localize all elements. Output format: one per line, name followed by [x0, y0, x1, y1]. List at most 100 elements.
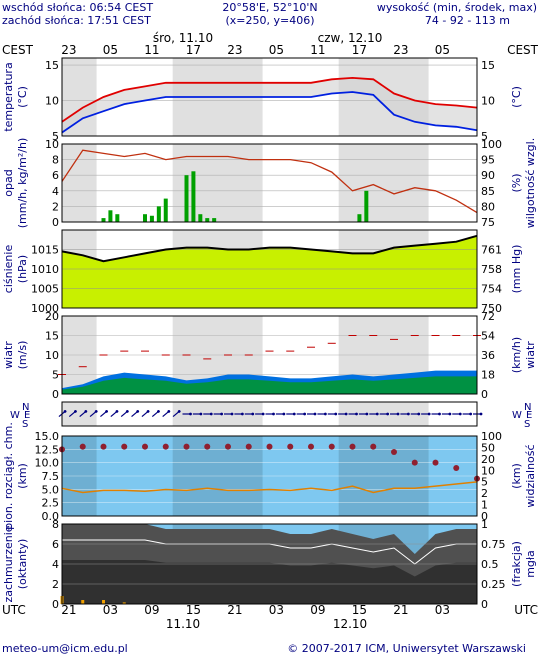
panel-frame	[61, 57, 478, 137]
precip-bar	[212, 218, 217, 222]
y-tick-label: 1000	[31, 302, 59, 315]
y-tick-label: 5.0	[42, 483, 60, 496]
bottom-hour-label: 21	[227, 603, 242, 617]
y-tick-label-right: 80	[481, 200, 495, 213]
y-tick-label-right: 20	[481, 453, 495, 466]
wind-arrow-head	[344, 412, 348, 416]
y-tick-label-right: 5	[481, 130, 488, 143]
compass-right-w: W	[512, 410, 522, 421]
cloud-top-point	[225, 443, 231, 450]
compass-left-w: W	[10, 410, 20, 421]
wind-arrow-head	[282, 412, 286, 416]
y-tick-label-right: 5	[481, 476, 488, 489]
cloud-top-point	[245, 443, 252, 450]
precip-bar	[163, 198, 168, 222]
wind-arrow-head	[167, 410, 171, 413]
y-tick-label-right: 0.25	[481, 578, 506, 591]
wind-arrow-head	[427, 412, 431, 416]
y-tick-label: 0	[52, 216, 59, 229]
bottom-hour-label: 03	[103, 603, 118, 617]
y-tick-label-right: 10	[481, 95, 495, 108]
top-hour-label: 23	[61, 43, 76, 57]
y-tick-label-right: 85	[481, 185, 495, 198]
panel-frame	[61, 315, 478, 395]
cloud-top-point	[328, 443, 335, 450]
sunrise-text: wschód słońca: 06:54 CEST	[2, 1, 153, 14]
wind-arrow-head	[157, 410, 160, 413]
y-tick-label-right: 36	[481, 349, 495, 362]
fog-ylabel-unit: (frakcja)	[510, 541, 523, 587]
y-tick-label: 8	[52, 154, 59, 167]
temp-ylabel-left-unit: (°C)	[16, 86, 29, 108]
y-tick-label-right: 1	[481, 518, 488, 531]
cloud-top-point	[266, 443, 273, 450]
precip-bar	[149, 215, 154, 222]
fog-bar	[122, 602, 126, 604]
cloud-top-point	[453, 465, 460, 471]
precip-bar	[364, 190, 369, 222]
y-tick-label-right: 72	[481, 310, 495, 323]
top-hour-label: 05	[103, 43, 118, 57]
grid-text: (x=250, y=406)	[225, 14, 314, 27]
visibility-line	[61, 481, 478, 494]
wind-ylabel-left: wiatr	[2, 341, 15, 369]
night-band	[338, 144, 429, 222]
wind-arrow-head	[230, 412, 234, 416]
y-tick-label: 5	[52, 369, 59, 382]
cloud-top-point	[411, 459, 418, 466]
wind-arrow-head	[272, 412, 275, 416]
wind-arrow-head	[406, 412, 410, 416]
precip-bar	[108, 210, 113, 222]
y-tick-label-right: 758	[481, 263, 502, 276]
temp-ylabel-left: temperatura	[2, 62, 15, 131]
temp-range-area	[62, 77, 477, 133]
y-tick-label-right: 100	[481, 430, 502, 443]
y-tick-label-right: 54	[481, 330, 495, 343]
wind-ylabel-right-unit: (km/h)	[510, 337, 523, 373]
wind-arrow-head	[84, 410, 88, 413]
wind-inner-area	[62, 376, 477, 394]
y-tick-label: 15.0	[35, 430, 60, 443]
pressure-ylabel-left-unit: (hPa)	[16, 255, 29, 283]
wind-arrow-head	[146, 410, 150, 413]
panel-frame	[61, 143, 478, 223]
cloud-extent-ylabel-unit: (km)	[16, 463, 29, 489]
y-tick-label-right: 0	[481, 388, 488, 401]
y-tick-label: 10	[45, 95, 59, 108]
top-hour-label: 05	[435, 43, 450, 57]
wind-arrow-head	[105, 410, 108, 413]
precip-bar	[115, 214, 120, 222]
y-tick-label: 6	[52, 538, 59, 551]
panel-6: 0 2 4 6 8 0 0.25 0.5 0.75 1 zachmurzenie (oktanty) (…	[2, 518, 537, 611]
y-tick-label: 1005	[31, 283, 59, 296]
precip-bar	[156, 206, 161, 222]
wind-arrow-head	[417, 412, 421, 416]
elevation-label: wysokość (min, środek, max)	[377, 1, 537, 14]
visibility-ylabel: widzialność	[524, 444, 537, 507]
bottom-hour-label: 21	[393, 603, 408, 617]
wind-arrow-head	[209, 412, 213, 416]
y-tick-label: 10	[45, 138, 59, 151]
wind-ylabel-left-unit: (m/s)	[16, 341, 29, 370]
y-tick-label-right: 2	[481, 487, 488, 500]
y-tick-label: 5	[52, 130, 59, 143]
top-hour-label: 11	[144, 43, 159, 57]
y-tick-label-right: 750	[481, 302, 502, 315]
humidity-line	[61, 149, 478, 214]
y-tick-label-right: 0	[481, 598, 488, 611]
wind-arrow-head	[365, 412, 369, 416]
wind-arrow-head	[386, 412, 390, 416]
top-hour-label: 17	[352, 43, 367, 57]
wind-arrow-head	[292, 412, 296, 416]
y-tick-label-right: 0.75	[481, 538, 506, 551]
footer-email[interactable]: meteo-um@icm.edu.pl	[2, 642, 128, 655]
precip-bar	[143, 214, 147, 222]
tz-top-right: CEST	[507, 43, 539, 57]
top-hour-label: 05	[269, 43, 284, 57]
top-hour-label: 11	[310, 43, 325, 57]
panel-frame	[61, 435, 478, 517]
wind-arrow-head	[303, 412, 307, 416]
